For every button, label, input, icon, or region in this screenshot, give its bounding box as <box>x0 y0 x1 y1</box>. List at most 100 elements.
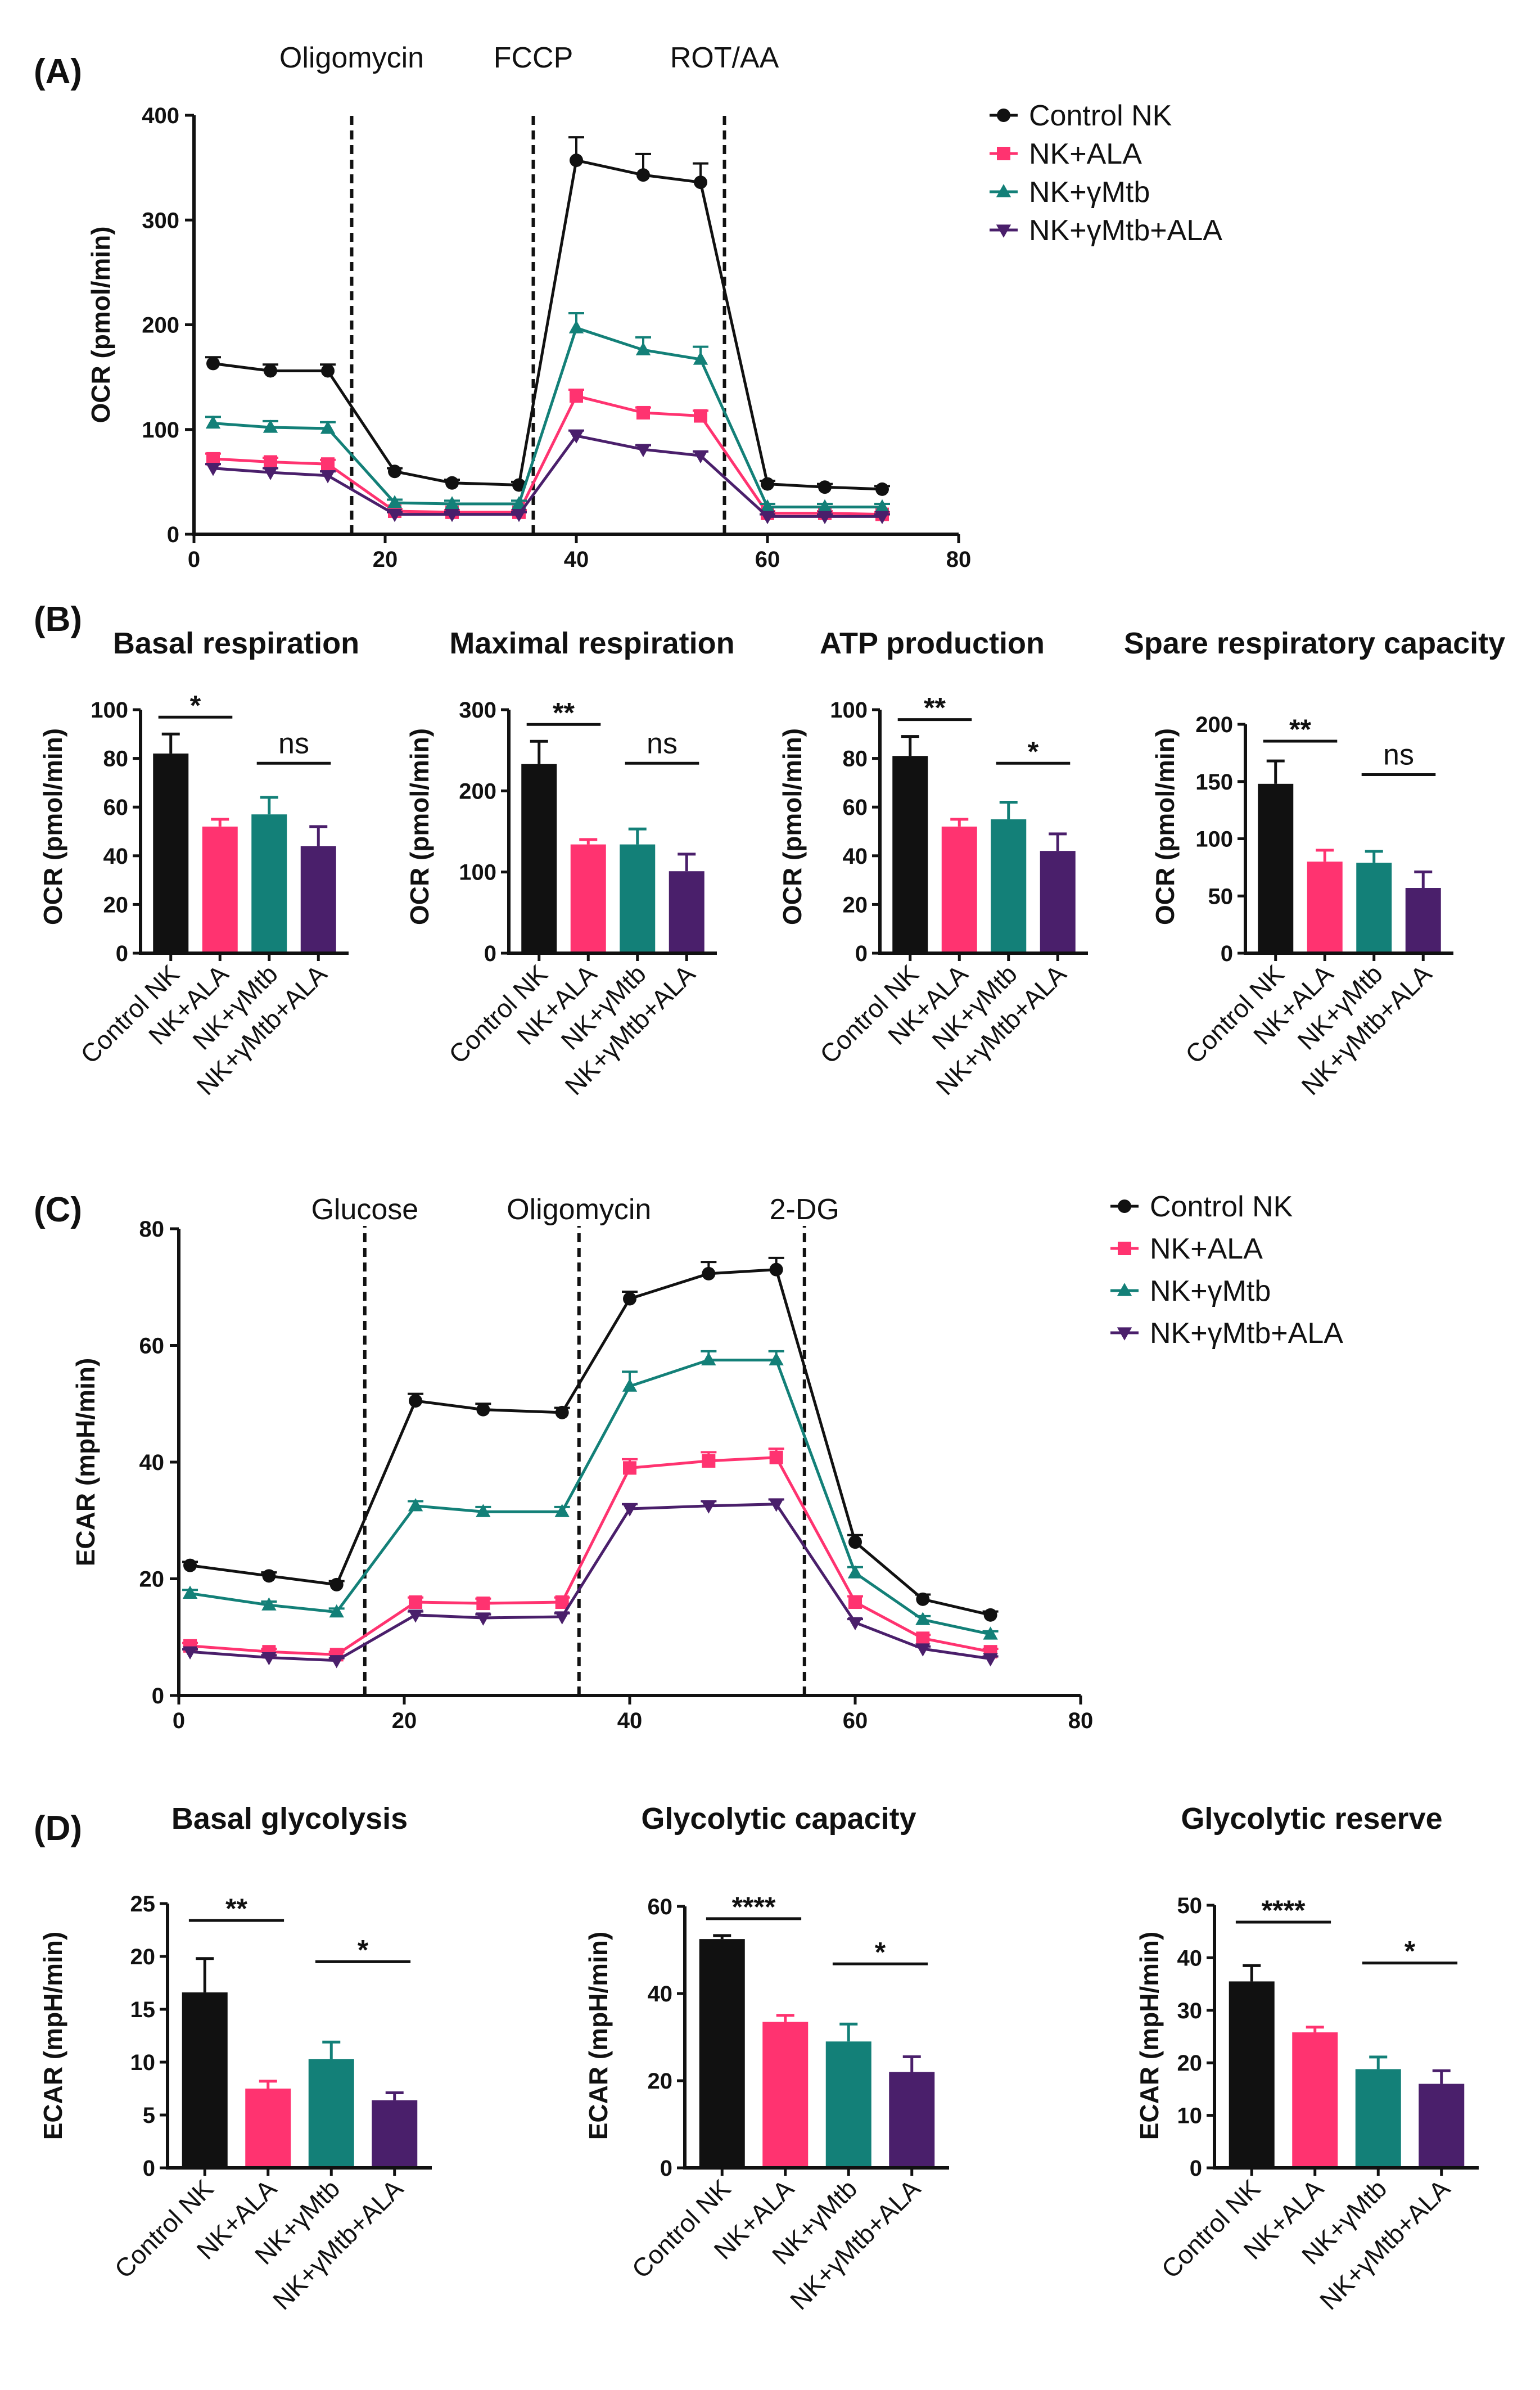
legend-label: Control NK <box>1150 1191 1293 1223</box>
bar <box>300 846 336 953</box>
bar <box>1307 862 1343 953</box>
data-point <box>622 1503 638 1517</box>
category-label: Control NK <box>626 2173 736 2284</box>
significance-label: ** <box>225 1893 247 1924</box>
legend-label: NK+γMtb+ALA <box>1150 1317 1343 1350</box>
bar <box>889 2072 935 2168</box>
data-point <box>205 415 221 429</box>
chart-title: Maximal respiration <box>449 626 734 660</box>
data-point <box>702 1266 716 1280</box>
category-label: Control NK <box>1155 2173 1266 2284</box>
line-chart-C: (C) 0 20 40 60 80 0 20 40 60 80 ECAR (mpH/min) Gluco… <box>34 1191 1343 1733</box>
bar <box>620 844 656 953</box>
y-tick-label: 20 <box>648 2069 673 2094</box>
data-point <box>408 1498 423 1512</box>
panel-label: (D) <box>34 1809 82 1848</box>
data-point <box>636 405 650 420</box>
data-point <box>388 465 401 479</box>
data-point <box>476 1597 490 1611</box>
data-point <box>205 463 221 476</box>
significance-label: * <box>1028 736 1039 767</box>
bar <box>669 871 704 953</box>
y-tick-label: 50 <box>1208 884 1234 909</box>
bar <box>521 764 557 953</box>
y-tick-label: 40 <box>843 844 868 869</box>
data-point <box>915 1612 931 1625</box>
data-point <box>818 480 832 494</box>
data-point <box>476 1403 490 1417</box>
y-tick-label: 100 <box>91 698 128 723</box>
y-tick-label: 40 <box>1177 1946 1203 1970</box>
x-tick-label: 40 <box>617 1708 643 1733</box>
injection-label: Oligomycin <box>279 42 424 74</box>
y-tick-label: 40 <box>103 844 129 869</box>
data-point <box>874 511 890 525</box>
y-axis-title: OCR (pmol/min) <box>1150 728 1180 925</box>
y-tick-label: 200 <box>459 779 496 804</box>
data-point <box>511 509 527 522</box>
bar <box>182 1992 228 2168</box>
injection-label: ROT/AA <box>670 42 779 74</box>
y-tick-label: 80 <box>843 747 868 772</box>
series-line <box>189 1503 991 1662</box>
data-point <box>570 389 583 403</box>
y-tick-label: 40 <box>648 1982 673 2006</box>
y-tick-label: 20 <box>139 1567 165 1592</box>
data-point <box>694 175 707 190</box>
x-tick-label: 80 <box>1068 1708 1094 1733</box>
series-line <box>213 434 882 518</box>
bar <box>892 756 928 953</box>
data-point <box>444 509 460 522</box>
chart-title: Glycolytic capacity <box>641 1802 916 1836</box>
bar <box>941 826 977 953</box>
y-tick-label: 0 <box>116 941 128 966</box>
line-chart-A: (A) 0 20 40 60 80 0 100 200 300 400 OCR (pmol/min) O… <box>34 42 1222 572</box>
data-point <box>769 1499 784 1512</box>
data-point <box>182 1646 198 1660</box>
y-tick-label: 50 <box>1177 1893 1203 1918</box>
x-tick-label: 60 <box>843 1708 868 1733</box>
legend-marker <box>996 224 1011 238</box>
data-point <box>817 499 833 513</box>
bar-chart-B1: (B)Basal respiration020406080100Control … <box>34 600 359 1101</box>
data-point <box>555 1405 569 1419</box>
y-tick-label: 100 <box>142 418 179 443</box>
y-tick-label: 80 <box>139 1217 165 1242</box>
y-tick-label: 60 <box>103 795 129 820</box>
data-point <box>848 1535 862 1549</box>
y-tick-label: 300 <box>459 698 496 723</box>
y-tick-label: 100 <box>830 698 868 723</box>
x-tick-label: 80 <box>946 547 972 572</box>
bar <box>1040 851 1076 953</box>
data-point <box>693 450 708 464</box>
bar <box>245 2089 291 2168</box>
series-line <box>213 159 883 491</box>
series-line <box>189 1358 991 1636</box>
y-tick-label: 15 <box>130 1997 156 2022</box>
data-point <box>261 1652 277 1666</box>
data-point <box>555 1595 569 1609</box>
data-point <box>554 1504 570 1517</box>
y-tick-label: 20 <box>843 892 868 917</box>
legend-marker <box>996 184 1011 197</box>
legend-marker <box>1118 1242 1131 1255</box>
data-point <box>183 1558 197 1572</box>
data-point <box>182 1585 198 1599</box>
data-point <box>983 1653 998 1667</box>
data-point <box>329 1655 344 1669</box>
chart-title: Basal glycolysis <box>171 1802 408 1836</box>
data-point <box>445 476 459 490</box>
bar <box>1292 2032 1338 2168</box>
injection-label: 2-DG <box>770 1193 839 1226</box>
injection-label: FCCP <box>494 42 573 74</box>
series-line <box>213 394 883 516</box>
data-point <box>916 1592 930 1606</box>
significance-label: ** <box>553 697 575 728</box>
bar <box>1258 783 1294 953</box>
series-mtb <box>182 1350 999 1640</box>
